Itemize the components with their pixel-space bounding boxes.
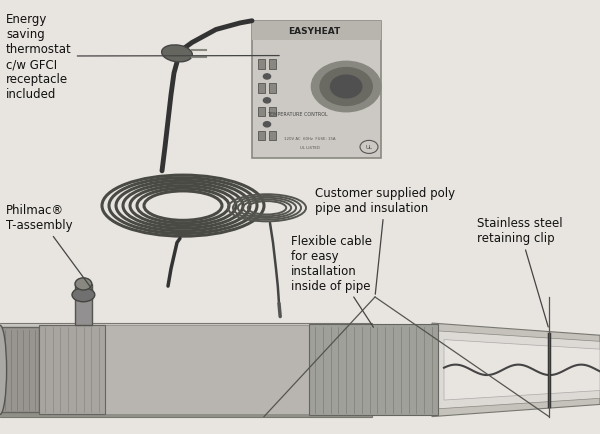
Bar	[105, 326, 309, 414]
Ellipse shape	[161, 46, 193, 63]
Text: EASYHEAT: EASYHEAT	[288, 27, 340, 36]
Bar	[258, 132, 265, 141]
Bar	[258, 60, 265, 69]
Circle shape	[263, 75, 271, 80]
Bar	[252, 22, 381, 41]
Polygon shape	[432, 323, 600, 417]
Bar	[0, 323, 372, 417]
Bar	[269, 132, 276, 141]
Circle shape	[75, 278, 92, 290]
Circle shape	[320, 69, 372, 106]
Bar	[0, 328, 39, 412]
Text: UL: UL	[365, 145, 373, 150]
Circle shape	[311, 62, 381, 112]
Bar	[269, 84, 276, 93]
Text: UL LISTED: UL LISTED	[300, 145, 320, 150]
Circle shape	[263, 122, 271, 128]
Ellipse shape	[0, 326, 7, 414]
Text: Stainless steel
retaining clip: Stainless steel retaining clip	[477, 217, 563, 327]
Text: Flexible cable
for easy
installation
inside of pipe: Flexible cable for easy installation ins…	[291, 234, 373, 328]
Bar	[39, 326, 105, 414]
Text: Energy
saving
thermostat
c/w GFCI
receptacle
included: Energy saving thermostat c/w GFCI recept…	[6, 13, 279, 101]
Text: Philmac®
T-assembly: Philmac® T-assembly	[6, 204, 91, 289]
Text: TEMPERATURE CONTROL: TEMPERATURE CONTROL	[267, 112, 328, 117]
Bar	[0, 325, 372, 334]
Bar	[269, 108, 276, 117]
Bar	[0, 407, 372, 417]
Bar	[75, 284, 92, 326]
Text: 120V AC  60Hz  FUSE: 15A: 120V AC 60Hz FUSE: 15A	[284, 137, 336, 141]
Bar	[252, 22, 381, 158]
Bar	[269, 60, 276, 69]
Bar	[258, 84, 265, 93]
Circle shape	[331, 76, 362, 99]
Polygon shape	[438, 331, 600, 409]
Circle shape	[360, 141, 378, 154]
Circle shape	[263, 99, 271, 104]
Bar	[258, 108, 265, 117]
Text: Customer supplied poly
pipe and insulation: Customer supplied poly pipe and insulati…	[315, 187, 455, 295]
Polygon shape	[444, 340, 600, 400]
Ellipse shape	[72, 288, 95, 302]
Bar	[309, 325, 438, 415]
